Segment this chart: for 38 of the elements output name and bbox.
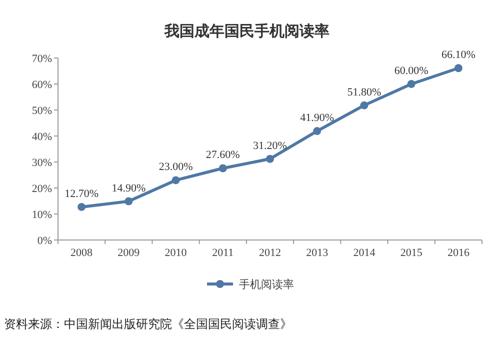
y-tick-label: 60% [32, 79, 52, 91]
data-label: 66.10% [441, 49, 476, 62]
point [218, 164, 227, 172]
point [313, 127, 322, 136]
x-tick-label: 2016 [447, 247, 470, 259]
point [454, 64, 462, 72]
data-label: 31.20% [253, 140, 287, 152]
x-tick-label: 2014 [353, 247, 376, 259]
x-tick-label: 2008 [70, 247, 94, 259]
x-tick-label: 2013 [306, 247, 329, 259]
y-tick-label: 0% [37, 235, 52, 247]
y-tick-label: 20% [32, 183, 52, 195]
data-label: 51.80% [347, 86, 382, 98]
y-tick-label: 30% [32, 157, 52, 169]
x-tick-label: 2010 [164, 247, 188, 259]
point [360, 101, 368, 110]
y-tick-label: 10% [32, 209, 52, 221]
data-label: 27.60% [206, 149, 240, 162]
chart-title: 我国成年国民手机阅读率 [164, 22, 330, 40]
data-label: 14.90% [112, 182, 146, 194]
data-label: 23.00% [158, 161, 193, 174]
y-tick-label: 40% [32, 131, 52, 143]
y-tick-label: 70% [32, 53, 52, 65]
point [407, 80, 416, 88]
x-tick-label: 2011 [212, 247, 234, 259]
point [172, 176, 180, 184]
y-tick-label: 50% [32, 105, 52, 117]
data-label: 41.90% [300, 112, 334, 124]
point [124, 197, 133, 206]
data-label: 60.00% [394, 65, 428, 77]
x-tick-label: 2012 [259, 247, 281, 259]
text: 资料来源：中国新闻出版研究院《全国国民阅读调查》 [4, 317, 292, 331]
point [78, 202, 86, 211]
legend-label: 手机阅读率 [239, 278, 294, 291]
point [266, 154, 274, 163]
x-tick-label: 2015 [400, 247, 423, 259]
data-label: 12.70% [64, 188, 99, 200]
x-tick-label: 2009 [118, 247, 140, 259]
